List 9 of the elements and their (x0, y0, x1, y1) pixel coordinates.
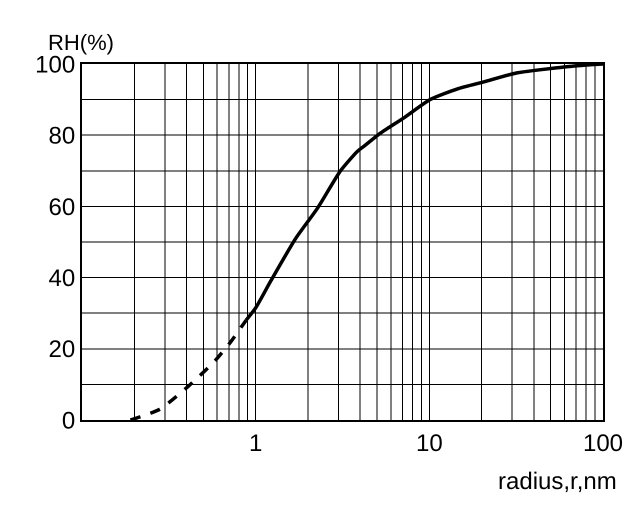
x-tick-label: 1 (248, 430, 262, 457)
y-tick-label: 40 (48, 265, 76, 292)
y-tick-label: 0 (62, 407, 76, 434)
x-axis-title: radius,r,nm (498, 468, 617, 495)
x-tick-label: 100 (582, 430, 624, 457)
y-tick-label: 60 (48, 194, 76, 221)
x-tick-label: 10 (416, 430, 443, 457)
y-tick-label: 80 (48, 122, 76, 150)
y-tick-label: 20 (48, 336, 76, 364)
